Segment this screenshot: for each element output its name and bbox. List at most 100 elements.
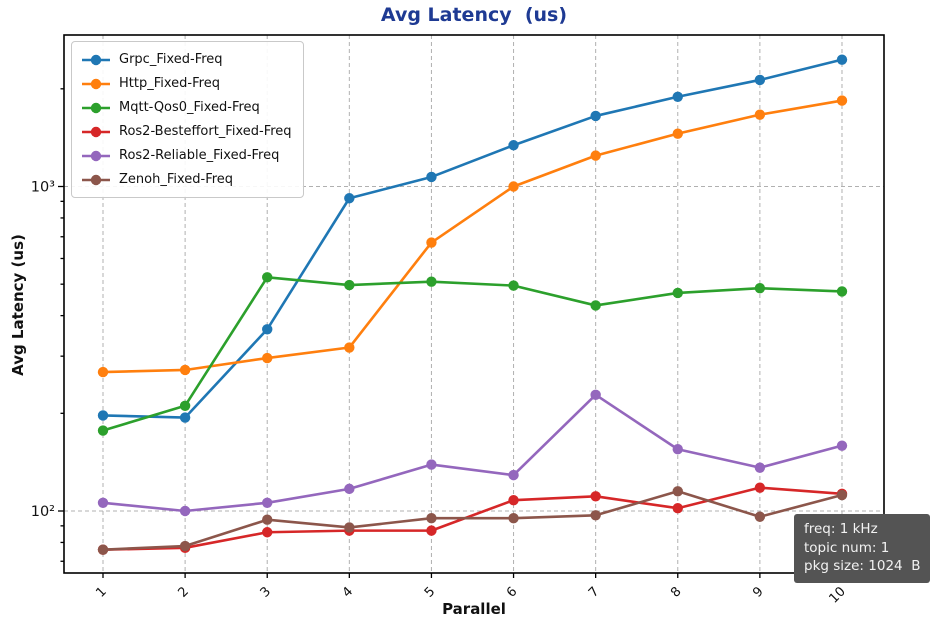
data-point-Ros2-Besteffort_Fixed-Freq bbox=[590, 491, 601, 502]
data-point-Ros2-Reliable_Fixed-Freq bbox=[344, 483, 355, 495]
data-point-Ros2-Besteffort_Fixed-Freq bbox=[672, 503, 683, 514]
data-point-Grpc_Fixed-Freq bbox=[590, 110, 601, 122]
data-point-Mqtt-Qos0_Fixed-Freq bbox=[97, 425, 109, 436]
data-point-Http_Fixed-Freq bbox=[262, 352, 273, 364]
data-point-Http_Fixed-Freq bbox=[836, 95, 848, 106]
x-tick-label: 5 bbox=[422, 584, 438, 600]
data-point-Ros2-Besteffort_Fixed-Freq bbox=[426, 525, 437, 536]
x-tick-label: 6 bbox=[504, 584, 520, 600]
data-point-Ros2-Besteffort_Fixed-Freq bbox=[508, 494, 519, 506]
legend-label: Grpc_Fixed-Freq bbox=[119, 52, 223, 67]
legend-marker-icon bbox=[82, 54, 110, 65]
data-point-Grpc_Fixed-Freq bbox=[836, 54, 848, 65]
x-tick-label: 2 bbox=[175, 584, 191, 600]
data-point-Grpc_Fixed-Freq bbox=[97, 410, 109, 421]
data-point-Grpc_Fixed-Freq bbox=[508, 140, 519, 151]
data-point-Mqtt-Qos0_Fixed-Freq bbox=[672, 287, 683, 299]
series-line-Zenoh_Fixed-Freq bbox=[101, 490, 844, 551]
data-point-Http_Fixed-Freq bbox=[426, 237, 437, 248]
y-tick-label: 10² bbox=[31, 504, 55, 520]
legend-marker-icon bbox=[82, 126, 110, 137]
legend-item: Ros2-Reliable_Fixed-Freq bbox=[81, 145, 292, 166]
data-point-Zenoh_Fixed-Freq bbox=[97, 544, 109, 555]
legend-item: Zenoh_Fixed-Freq bbox=[81, 169, 292, 190]
annotation-line: freq: 1 kHz bbox=[804, 521, 878, 537]
legend-label: Http_Fixed-Freq bbox=[119, 76, 220, 91]
data-point-Grpc_Fixed-Freq bbox=[262, 324, 273, 335]
data-point-Grpc_Fixed-Freq bbox=[672, 91, 683, 102]
series-line-Mqtt-Qos0_Fixed-Freq bbox=[101, 276, 844, 432]
chart-title: Avg Latency (us) bbox=[380, 4, 568, 26]
data-point-Ros2-Besteffort_Fixed-Freq bbox=[754, 482, 766, 493]
data-point-Http_Fixed-Freq bbox=[179, 364, 191, 376]
data-point-Ros2-Reliable_Fixed-Freq bbox=[426, 459, 437, 470]
data-point-Ros2-Besteffort_Fixed-Freq bbox=[262, 527, 273, 538]
data-point-Ros2-Reliable_Fixed-Freq bbox=[97, 497, 109, 508]
data-point-Mqtt-Qos0_Fixed-Freq bbox=[836, 286, 848, 297]
data-point-Ros2-Reliable_Fixed-Freq bbox=[179, 505, 191, 517]
y-axis-label: Avg Latency (us) bbox=[9, 234, 27, 376]
data-point-Http_Fixed-Freq bbox=[508, 181, 519, 192]
x-tick-label: 3 bbox=[258, 584, 274, 600]
series-line-Ros2-Reliable_Fixed-Freq bbox=[101, 393, 844, 513]
data-point-Mqtt-Qos0_Fixed-Freq bbox=[344, 279, 355, 291]
data-point-Zenoh_Fixed-Freq bbox=[672, 486, 683, 497]
data-point-Mqtt-Qos0_Fixed-Freq bbox=[754, 282, 766, 294]
data-point-Ros2-Reliable_Fixed-Freq bbox=[262, 497, 273, 508]
data-point-Grpc_Fixed-Freq bbox=[344, 193, 355, 204]
legend-label: Ros2-Reliable_Fixed-Freq bbox=[119, 148, 280, 163]
annotation-line: pkg size: 1024 B bbox=[804, 558, 921, 575]
data-point-Grpc_Fixed-Freq bbox=[754, 74, 766, 86]
data-point-Zenoh_Fixed-Freq bbox=[590, 510, 601, 521]
legend-item: Mqtt-Qos0_Fixed-Freq bbox=[81, 97, 292, 118]
data-point-Mqtt-Qos0_Fixed-Freq bbox=[179, 400, 191, 411]
data-point-Mqtt-Qos0_Fixed-Freq bbox=[262, 272, 273, 283]
data-point-Mqtt-Qos0_Fixed-Freq bbox=[508, 280, 519, 291]
data-point-Mqtt-Qos0_Fixed-Freq bbox=[590, 300, 601, 311]
x-tick-label: 7 bbox=[586, 584, 602, 600]
annotation-line: topic num: 1 bbox=[804, 539, 890, 556]
x-tick-label: 8 bbox=[668, 584, 684, 600]
legend-label: Zenoh_Fixed-Freq bbox=[119, 172, 234, 187]
data-point-Zenoh_Fixed-Freq bbox=[262, 514, 273, 525]
annotation-box: freq: 1 kHz topic num: 1 pkg size: 1024 B bbox=[794, 514, 931, 583]
series-line-Ros2-Besteffort_Fixed-Freq bbox=[101, 486, 844, 551]
legend-item: Grpc_Fixed-Freq bbox=[81, 49, 292, 70]
data-point-Http_Fixed-Freq bbox=[672, 128, 683, 139]
data-point-Grpc_Fixed-Freq bbox=[426, 171, 437, 183]
data-point-Ros2-Reliable_Fixed-Freq bbox=[754, 462, 766, 473]
x-axis-label: Parallel bbox=[442, 600, 506, 618]
x-tick-label: 9 bbox=[750, 584, 766, 600]
data-point-Http_Fixed-Freq bbox=[344, 342, 355, 353]
data-point-Ros2-Reliable_Fixed-Freq bbox=[508, 469, 519, 481]
data-point-Ros2-Reliable_Fixed-Freq bbox=[672, 444, 683, 455]
data-point-Http_Fixed-Freq bbox=[590, 150, 601, 161]
data-point-Ros2-Reliable_Fixed-Freq bbox=[590, 389, 601, 401]
data-point-Zenoh_Fixed-Freq bbox=[179, 540, 191, 552]
x-tick-label: 4 bbox=[340, 584, 356, 600]
legend-item: Ros2-Besteffort_Fixed-Freq bbox=[81, 121, 292, 142]
legend-marker-icon bbox=[82, 102, 110, 113]
data-point-Zenoh_Fixed-Freq bbox=[836, 489, 848, 501]
series-line-Http_Fixed-Freq bbox=[101, 99, 844, 374]
legend-item: Http_Fixed-Freq bbox=[81, 73, 292, 94]
legend-label: Ros2-Besteffort_Fixed-Freq bbox=[119, 124, 292, 139]
legend-label: Mqtt-Qos0_Fixed-Freq bbox=[119, 100, 260, 115]
data-point-Zenoh_Fixed-Freq bbox=[344, 522, 355, 533]
data-point-Http_Fixed-Freq bbox=[97, 366, 109, 378]
legend-marker-icon bbox=[82, 78, 110, 89]
data-point-Grpc_Fixed-Freq bbox=[179, 412, 191, 423]
y-tick-label: 10³ bbox=[31, 180, 55, 196]
legend-marker-icon bbox=[82, 174, 110, 185]
data-point-Ros2-Reliable_Fixed-Freq bbox=[836, 440, 848, 451]
plot-border bbox=[63, 34, 885, 574]
legend-marker-icon bbox=[82, 150, 110, 161]
x-tick-label: 1 bbox=[93, 584, 109, 600]
data-point-Zenoh_Fixed-Freq bbox=[508, 513, 519, 524]
legend: Grpc_Fixed-Freq Http_Fixed-Freq Mqtt-Qos0_… bbox=[71, 41, 304, 198]
series-line-Grpc_Fixed-Freq bbox=[101, 58, 844, 419]
data-point-Zenoh_Fixed-Freq bbox=[754, 511, 766, 522]
data-point-Http_Fixed-Freq bbox=[754, 109, 766, 120]
